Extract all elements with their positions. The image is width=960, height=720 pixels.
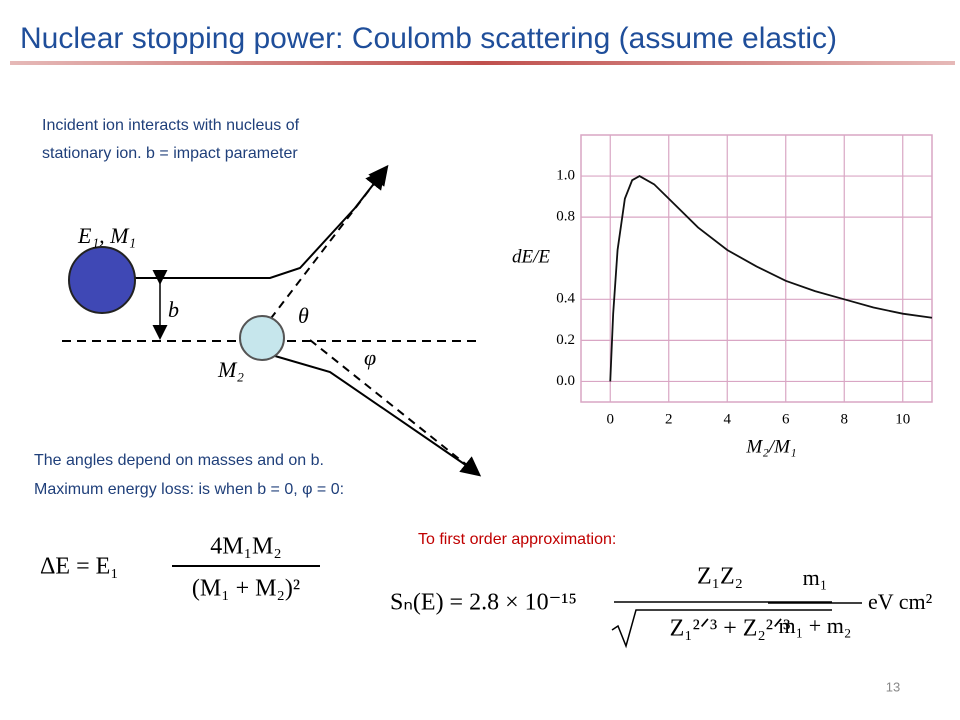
title-rule	[10, 61, 955, 65]
chart: 0 2 4 6 8 10 0.0 0.2 0.4 0.8 1.0 M₂/M₁ dE/E	[512, 134, 933, 457]
diagram-label: φ	[364, 345, 376, 370]
x-tick-label: 2	[665, 411, 673, 427]
x-tick-label: 10	[895, 411, 910, 427]
scattering-diagram	[62, 164, 482, 477]
x-tick-label: 4	[724, 411, 732, 427]
diagram-label: M₂	[217, 357, 244, 382]
formula-part: ΔE = E₁	[40, 554, 119, 580]
formula-part: 4M₁M₂	[210, 534, 281, 560]
x-axis-label: M₂/M₁	[745, 436, 796, 457]
asymptote	[261, 164, 389, 331]
recoil-asymptote	[309, 339, 482, 477]
diagram-label: θ	[298, 303, 309, 328]
diagram-label: b	[168, 297, 179, 322]
slide-title: Nuclear stopping power: Coulomb scatteri…	[20, 22, 837, 55]
formula-part: m₁ + m₂	[779, 613, 852, 638]
diagram-label: E₁, M₁	[77, 223, 136, 248]
note-line: stationary ion. b = impact parameter	[42, 145, 298, 162]
recoil-path	[274, 355, 471, 469]
note-line: The angles depend on masses and on b.	[34, 452, 324, 469]
energy-loss-formula: ΔE = E₁ 4M₁M₂ (M₁ + M₂)²	[40, 534, 320, 602]
formula-part: Z₁²ᐟ³ + Z₂²ᐟ³	[670, 616, 791, 642]
y-axis-label: dE/E	[512, 247, 550, 268]
x-tick-label: 0	[607, 411, 615, 427]
formula-part: m₁	[803, 565, 828, 590]
y-tick-label: 0.4	[556, 291, 575, 307]
stopping-formula: Sₙ(E) = 2.8 × 10⁻¹⁵ Z₁Z₂ Z₁²ᐟ³ + Z₂²ᐟ³ m…	[390, 564, 933, 649]
y-tick-label: 0.2	[556, 332, 575, 348]
plot-area	[580, 134, 933, 403]
note-line: Incident ion interacts with nucleus of	[42, 117, 300, 134]
radical	[611, 609, 832, 649]
formula-part: eV cm²	[868, 589, 933, 614]
data-line	[609, 175, 933, 382]
x-tick-label: 8	[841, 411, 849, 427]
y-tick-label: 0.0	[556, 373, 575, 389]
note-line: Maximum energy loss: is when b = 0, φ = …	[34, 481, 344, 498]
formula-part: (M₁ + M₂)²	[192, 576, 300, 602]
y-tick-label: 0.8	[556, 209, 575, 225]
target	[239, 315, 285, 361]
projectile	[68, 246, 136, 314]
formula-part: Sₙ(E) = 2.8 × 10⁻¹⁵	[390, 590, 577, 616]
y-tick-label: 1.0	[556, 168, 575, 184]
x-tick-label: 6	[782, 411, 790, 427]
page-number: 13	[886, 679, 900, 694]
note-line: To first order approximation:	[418, 531, 616, 548]
formula-part: Z₁Z₂	[697, 564, 743, 590]
